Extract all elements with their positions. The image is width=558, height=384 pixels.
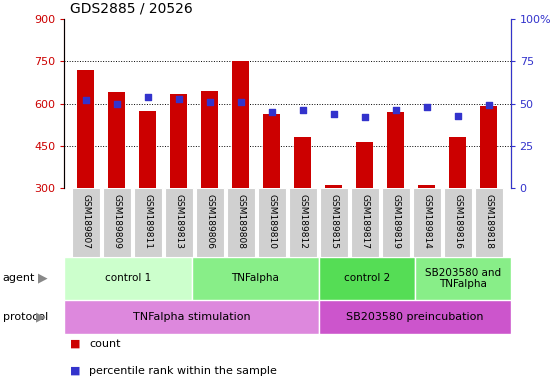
Bar bbox=[170, 94, 187, 188]
Point bbox=[205, 99, 214, 105]
Point bbox=[112, 101, 121, 107]
Bar bbox=[475, 188, 503, 257]
Text: GSM189809: GSM189809 bbox=[112, 194, 122, 249]
Text: ▶: ▶ bbox=[38, 272, 47, 285]
Bar bbox=[480, 106, 497, 188]
Bar bbox=[320, 188, 348, 257]
Text: GDS2885 / 20526: GDS2885 / 20526 bbox=[70, 2, 193, 15]
Bar bbox=[64, 257, 192, 300]
Text: SB203580 and
TNFalpha: SB203580 and TNFalpha bbox=[425, 268, 501, 289]
Text: GSM189814: GSM189814 bbox=[422, 194, 431, 248]
Text: ■: ■ bbox=[70, 339, 80, 349]
Text: GSM189819: GSM189819 bbox=[391, 194, 401, 249]
Text: control 2: control 2 bbox=[344, 273, 390, 283]
Bar bbox=[165, 188, 193, 257]
Point bbox=[454, 113, 463, 119]
Bar bbox=[319, 300, 511, 334]
Bar bbox=[232, 61, 249, 188]
Point bbox=[484, 102, 493, 108]
Bar bbox=[357, 142, 373, 188]
Text: TNFalpha: TNFalpha bbox=[232, 273, 280, 283]
Point bbox=[143, 94, 152, 100]
Bar bbox=[72, 188, 100, 257]
Text: control 1: control 1 bbox=[105, 273, 151, 283]
Bar bbox=[387, 112, 405, 188]
Bar bbox=[258, 188, 286, 257]
Point bbox=[81, 97, 90, 103]
Bar bbox=[351, 188, 379, 257]
Text: GSM189806: GSM189806 bbox=[205, 194, 214, 249]
Text: GSM189807: GSM189807 bbox=[81, 194, 90, 249]
Bar bbox=[103, 188, 131, 257]
Bar bbox=[382, 188, 410, 257]
Bar bbox=[413, 188, 441, 257]
Text: percentile rank within the sample: percentile rank within the sample bbox=[89, 366, 277, 376]
Text: GSM189812: GSM189812 bbox=[299, 194, 307, 248]
Point bbox=[237, 99, 246, 105]
Bar bbox=[263, 114, 280, 188]
Text: GSM189818: GSM189818 bbox=[484, 194, 493, 249]
Bar bbox=[108, 93, 126, 188]
Text: protocol: protocol bbox=[3, 312, 48, 322]
Point bbox=[299, 108, 307, 114]
Text: GSM189815: GSM189815 bbox=[329, 194, 338, 249]
Text: GSM189811: GSM189811 bbox=[143, 194, 152, 249]
Bar bbox=[289, 188, 317, 257]
Text: agent: agent bbox=[3, 273, 35, 283]
Text: TNFalpha stimulation: TNFalpha stimulation bbox=[133, 312, 251, 322]
Point bbox=[360, 114, 369, 120]
Text: GSM189813: GSM189813 bbox=[174, 194, 184, 249]
Text: ▶: ▶ bbox=[36, 310, 46, 323]
Text: GSM189808: GSM189808 bbox=[237, 194, 246, 249]
Text: GSM189817: GSM189817 bbox=[360, 194, 369, 249]
Bar bbox=[192, 257, 319, 300]
Bar bbox=[78, 70, 94, 188]
Point bbox=[267, 109, 276, 115]
Bar bbox=[227, 188, 255, 257]
Point bbox=[422, 104, 431, 110]
Point bbox=[175, 96, 184, 102]
Bar bbox=[140, 111, 156, 188]
Bar bbox=[64, 300, 319, 334]
Bar bbox=[196, 188, 224, 257]
Text: count: count bbox=[89, 339, 121, 349]
Bar bbox=[325, 185, 343, 188]
Bar bbox=[319, 257, 415, 300]
Bar bbox=[449, 137, 466, 188]
Text: ■: ■ bbox=[70, 366, 80, 376]
Bar bbox=[415, 257, 511, 300]
Bar bbox=[134, 188, 162, 257]
Bar bbox=[201, 91, 218, 188]
Text: GSM189810: GSM189810 bbox=[267, 194, 276, 249]
Text: GSM189816: GSM189816 bbox=[453, 194, 463, 249]
Text: SB203580 preincubation: SB203580 preincubation bbox=[346, 312, 484, 322]
Bar bbox=[444, 188, 472, 257]
Bar bbox=[418, 185, 435, 188]
Bar bbox=[295, 137, 311, 188]
Point bbox=[329, 111, 338, 117]
Point bbox=[391, 108, 400, 114]
